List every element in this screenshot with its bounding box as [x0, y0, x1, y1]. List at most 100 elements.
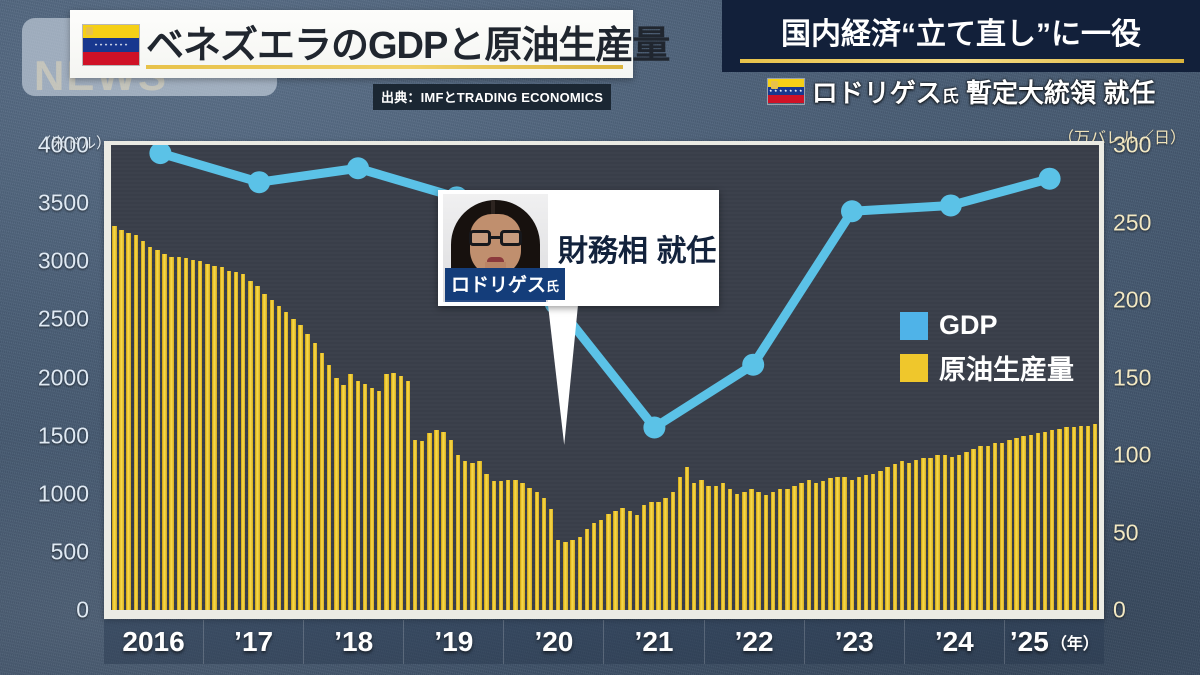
bar	[1064, 427, 1069, 610]
bar	[1007, 439, 1012, 610]
bar	[627, 510, 633, 610]
bar	[570, 540, 575, 610]
bar	[262, 293, 267, 610]
bar	[491, 481, 497, 610]
bar	[513, 479, 518, 610]
bar	[176, 256, 182, 610]
bar	[112, 225, 117, 610]
bar	[505, 479, 511, 610]
bar	[1057, 428, 1062, 610]
bar	[692, 482, 697, 610]
bar	[727, 489, 733, 610]
bar	[641, 504, 647, 610]
bar	[205, 264, 210, 610]
bar	[233, 272, 239, 610]
x-axis-tick: ’20	[504, 620, 605, 664]
bar	[384, 374, 389, 610]
bar	[792, 486, 797, 610]
right-headline-underline	[740, 59, 1184, 63]
x-axis-tick: ’21	[604, 620, 705, 664]
bar	[813, 482, 819, 610]
bar	[377, 391, 382, 610]
legend-item: GDP	[900, 310, 1074, 341]
bar	[441, 431, 446, 610]
bar	[534, 492, 539, 610]
bar	[634, 515, 640, 610]
bar	[563, 541, 568, 610]
bar	[541, 498, 547, 610]
bar	[992, 442, 998, 610]
bar	[942, 455, 948, 610]
bar	[749, 489, 754, 610]
callout-name-tag: ロドリゲス氏	[445, 268, 566, 300]
bar	[470, 462, 475, 610]
bar	[756, 492, 761, 610]
venezuela-flag-icon	[82, 24, 140, 66]
bar	[1085, 425, 1091, 610]
bar	[999, 442, 1005, 610]
gdp-data-point	[742, 353, 765, 376]
bar	[341, 385, 346, 610]
bar	[1050, 430, 1055, 610]
bar	[899, 461, 905, 610]
gdp-data-point	[643, 416, 666, 439]
gdp-data-point	[347, 157, 369, 180]
left-axis-tick: 500	[50, 538, 89, 565]
bar	[305, 334, 310, 610]
bar	[1014, 437, 1019, 610]
bar	[928, 458, 933, 610]
x-axis-tick: ’22	[705, 620, 805, 664]
bar	[212, 265, 217, 610]
bar	[663, 498, 668, 610]
bar	[720, 482, 726, 610]
x-axis-tick: ’19	[404, 620, 505, 664]
right-axis-tick: 250	[1113, 209, 1152, 235]
bar	[978, 445, 983, 610]
right-headline-plate: 国内経済“立て直し”に一役	[722, 0, 1200, 72]
bar	[412, 439, 418, 610]
bar	[1042, 431, 1048, 610]
bar	[140, 241, 146, 610]
bar	[369, 388, 375, 610]
bar	[598, 520, 604, 610]
bar	[935, 455, 940, 610]
bar	[1078, 425, 1084, 610]
bar	[763, 495, 769, 610]
left-axis-unit: （米ドル）	[36, 135, 112, 152]
page-title: ベネズエラのGDPと原油生産量	[146, 25, 670, 67]
title-plate: ベネズエラのGDPと原油生産量	[70, 10, 670, 78]
bar	[434, 430, 439, 610]
bar	[649, 501, 654, 610]
left-axis-tick: 3000	[37, 247, 89, 274]
right-axis-tick: 200	[1113, 286, 1152, 313]
gdp-data-point	[939, 194, 962, 217]
gdp-data-point	[841, 200, 863, 223]
bar	[556, 540, 561, 610]
bar	[785, 489, 790, 610]
bar	[591, 523, 597, 610]
bar	[777, 489, 783, 610]
bar	[298, 324, 303, 610]
bar	[169, 256, 174, 610]
x-axis-tick: ’24	[905, 620, 1005, 664]
bar	[956, 455, 962, 610]
right-axis-tick: 300	[1113, 131, 1152, 158]
right-axis-tick: 150	[1113, 364, 1152, 390]
bar	[283, 312, 289, 610]
bar	[971, 448, 976, 610]
bar	[1035, 433, 1041, 610]
left-axis-tick: 2000	[37, 364, 89, 390]
bar	[241, 273, 246, 610]
legend-swatch	[900, 311, 928, 340]
right-subheadline-text: ロドリゲス氏 暫定大統領 就任	[812, 73, 1155, 110]
x-axis-tick: 2016	[104, 620, 205, 664]
bar	[677, 476, 683, 610]
bar	[147, 247, 153, 610]
callout-name: ロドリゲス	[451, 275, 547, 296]
bar	[355, 380, 360, 610]
bar	[656, 501, 661, 610]
x-axis-tick: ’25 （年）	[1009, 626, 1099, 657]
chart-legend: GDP 原油生産量	[900, 310, 1074, 394]
bar	[735, 493, 740, 610]
bar	[190, 259, 196, 610]
